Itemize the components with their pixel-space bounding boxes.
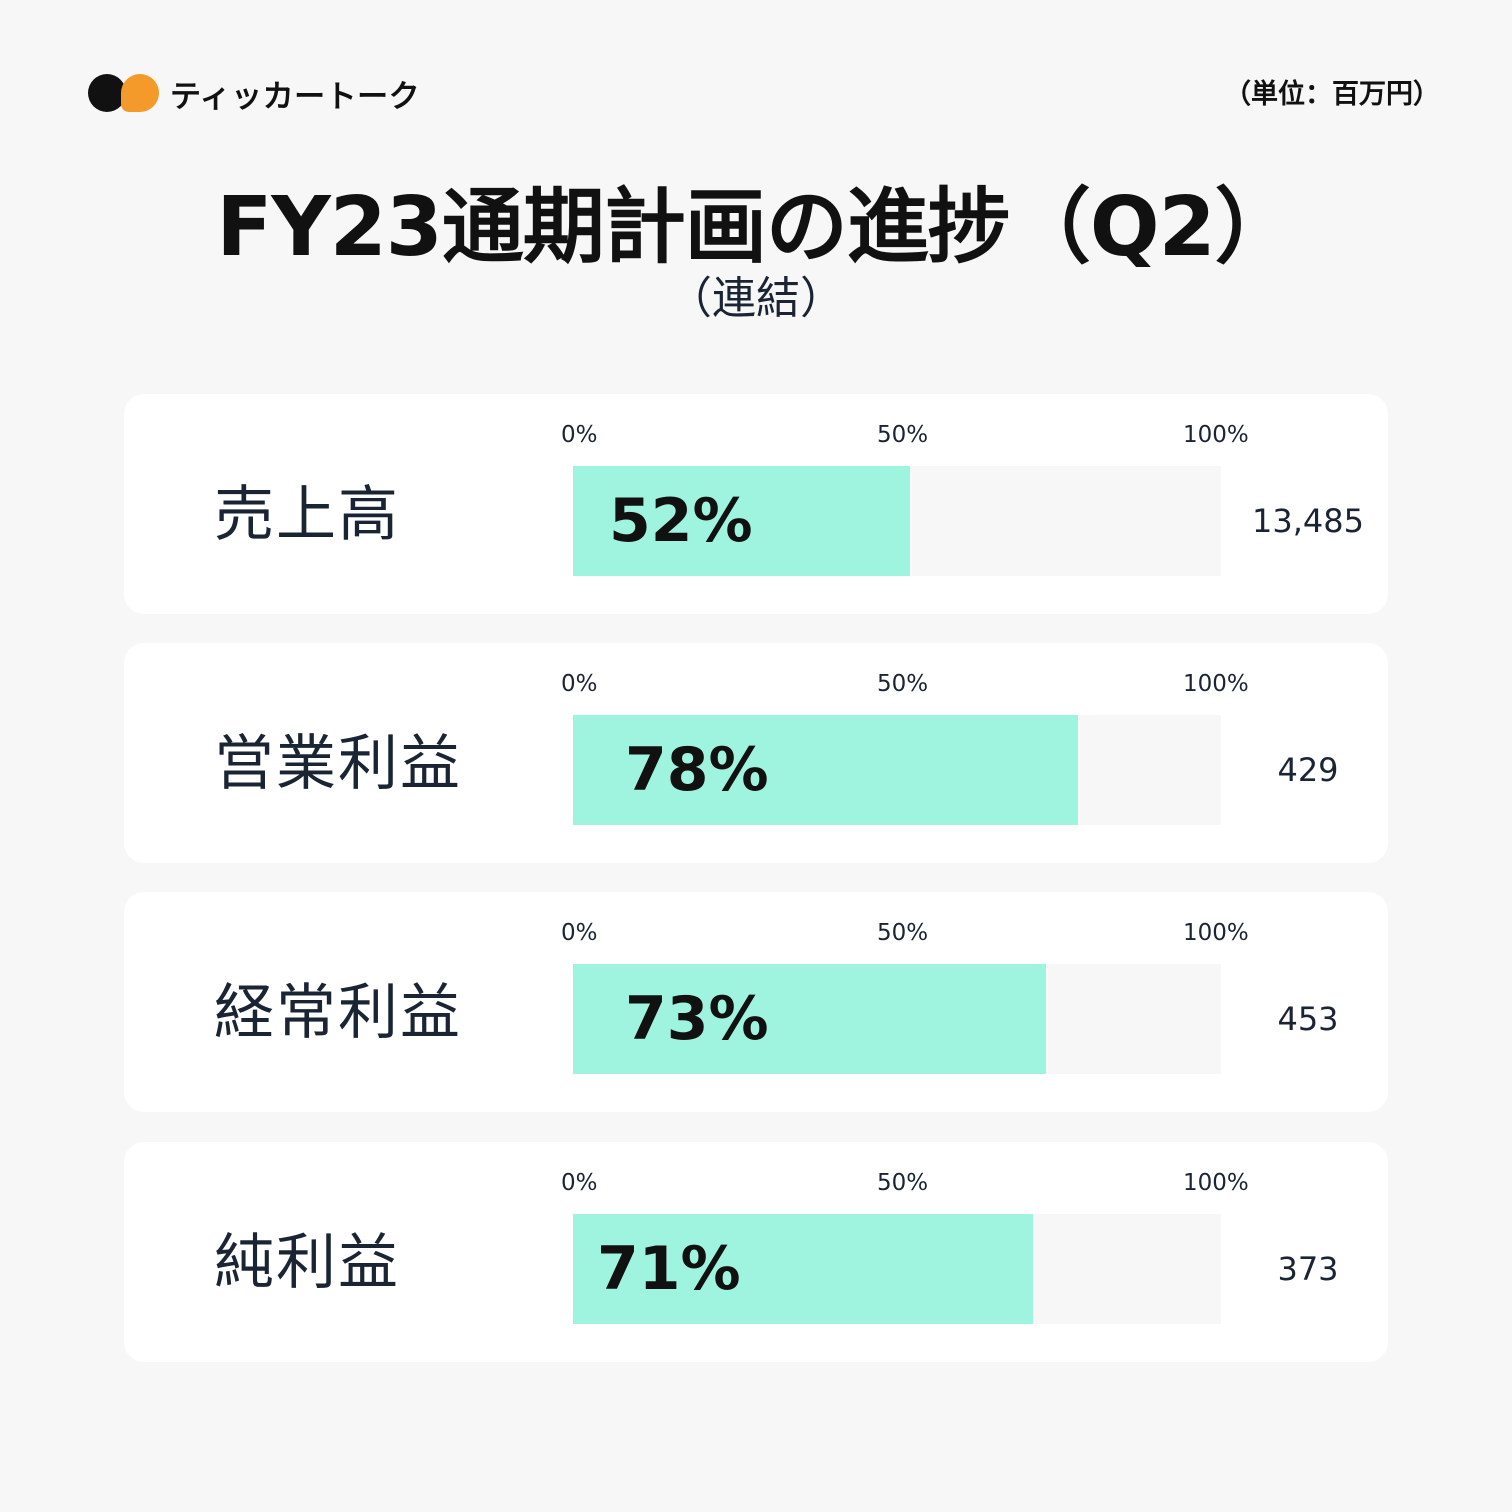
- tick-label-50: 50%: [877, 671, 929, 697]
- brand-mark-icon: [88, 70, 162, 116]
- metric-card-net-profit: 純利益 0% 50% 100% 71% 373: [124, 1142, 1388, 1362]
- bar-fill: [573, 1214, 1033, 1324]
- tick-label-50: 50%: [877, 920, 929, 946]
- tick-label-100: 100%: [1183, 920, 1249, 946]
- tick-label-0: 0%: [561, 1170, 598, 1196]
- metric-card-operating-profit: 営業利益 0% 50% 100% 78% 429: [124, 643, 1388, 863]
- tick-label-0: 0%: [561, 422, 598, 448]
- bar-track: 52%: [573, 466, 1221, 576]
- metric-label: 純利益: [214, 1228, 400, 1298]
- tick-label-50: 50%: [877, 1170, 929, 1196]
- bar-percent-label: 52%: [609, 486, 753, 556]
- tick-label-100: 100%: [1183, 422, 1249, 448]
- bar-fill: [573, 715, 1078, 825]
- tick-label-100: 100%: [1183, 1170, 1249, 1196]
- bar-percent-label: 73%: [625, 984, 769, 1054]
- bar-fill: [573, 466, 910, 576]
- metric-amount: 373: [1277, 1250, 1339, 1288]
- tick-label-100: 100%: [1183, 671, 1249, 697]
- metric-label: 営業利益: [214, 729, 462, 799]
- unit-label: （単位：百万円）: [1224, 79, 1440, 110]
- tick-label-0: 0%: [561, 920, 598, 946]
- metric-label: 売上高: [214, 480, 400, 550]
- metric-amount: 453: [1277, 1000, 1339, 1038]
- metric-label: 経常利益: [214, 978, 462, 1048]
- black-dot-icon: [88, 74, 126, 112]
- brand-name: ティッカートーク: [170, 78, 421, 115]
- bar-fill: [573, 964, 1046, 1074]
- page-title: FY23通期計画の進捗（Q2）: [216, 180, 1296, 275]
- metric-card-revenue: 売上高 0% 50% 100% 52% 13,485: [124, 394, 1388, 614]
- bar-percent-label: 78%: [625, 735, 769, 805]
- metric-card-ordinary-profit: 経常利益 0% 50% 100% 73% 453: [124, 892, 1388, 1112]
- page-subtitle: （連結）: [668, 273, 844, 324]
- tick-label-50: 50%: [877, 422, 929, 448]
- orange-speech-bubble-icon: [121, 74, 159, 112]
- bar-track: 78%: [573, 715, 1221, 825]
- brand-logo: ティッカートーク: [88, 70, 420, 116]
- metric-amount: 429: [1277, 751, 1339, 789]
- bar-track: 73%: [573, 964, 1221, 1074]
- tick-label-0: 0%: [561, 671, 598, 697]
- bar-track: 71%: [573, 1214, 1221, 1324]
- bar-percent-label: 71%: [597, 1234, 741, 1304]
- metric-amount: 13,485: [1252, 502, 1364, 540]
